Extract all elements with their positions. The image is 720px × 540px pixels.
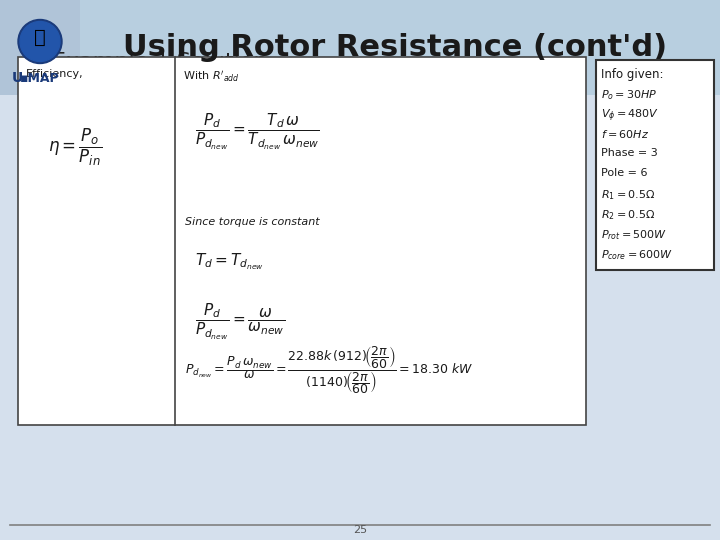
Text: c) the motor efficiency with and without $R'_{add}$.: c) the motor efficiency with and without… (18, 74, 306, 92)
Text: Since torque is constant: Since torque is constant (185, 217, 320, 227)
Text: $V_\phi = 480V$: $V_\phi = 480V$ (601, 108, 660, 124)
Text: Phase = 3: Phase = 3 (601, 148, 658, 158)
Text: ▪MAP: ▪MAP (20, 72, 60, 85)
Text: With $R'_{add}$: With $R'_{add}$ (183, 69, 240, 84)
Text: $\dfrac{P_d}{P_{d_{new}}} = \dfrac{T_d\,\omega}{T_{d_{new}}\,\omega_{new}}$: $\dfrac{P_d}{P_{d_{new}}} = \dfrac{T_d\,… (195, 112, 320, 152)
Circle shape (18, 19, 62, 64)
Text: $T_d = T_{d_{new}}$: $T_d = T_{d_{new}}$ (195, 252, 264, 272)
Text: ❖: ❖ (32, 55, 45, 70)
Bar (0, 0, 720, 95)
Text: $\dfrac{P_d}{P_{d_{new}}} = \dfrac{\omega}{\omega_{new}}$: $\dfrac{P_d}{P_{d_{new}}} = \dfrac{\omeg… (195, 302, 285, 342)
Text: $P_o = 30HP$: $P_o = 30HP$ (601, 88, 657, 102)
Text: $\eta = \dfrac{P_o}{P_{in}}$: $\eta = \dfrac{P_o}{P_{in}}$ (48, 126, 102, 167)
Text: Example 1 Solution: Example 1 Solution (52, 52, 268, 72)
Text: Info given:: Info given: (601, 68, 664, 81)
Text: $P_{core} = 600W$: $P_{core} = 600W$ (601, 248, 673, 262)
Text: $R_2 = 0.5\Omega$: $R_2 = 0.5\Omega$ (601, 208, 655, 222)
Bar (596, 60, 714, 270)
Circle shape (20, 22, 60, 62)
Bar (0, 0, 80, 95)
Text: Pole = 6: Pole = 6 (601, 168, 647, 178)
Text: 👁: 👁 (34, 28, 46, 47)
Bar (18, 57, 586, 425)
Text: $P_{d_{new}} = \dfrac{P_d\,\omega_{new}}{\omega} = \dfrac{22.88k\,(912)\!\left(\: $P_{d_{new}} = \dfrac{P_d\,\omega_{new}}… (185, 344, 474, 396)
Text: $P_{rot} = 500W$: $P_{rot} = 500W$ (601, 228, 667, 242)
Text: $R_1 = 0.5\Omega$: $R_1 = 0.5\Omega$ (601, 188, 655, 202)
Text: $f = 60Hz$: $f = 60Hz$ (601, 128, 649, 140)
Text: 25: 25 (353, 525, 367, 535)
Text: Using Rotor Resistance (cont'd): Using Rotor Resistance (cont'd) (123, 33, 667, 62)
Text: U: U (12, 71, 23, 85)
Text: Efficiency,: Efficiency, (26, 69, 84, 79)
